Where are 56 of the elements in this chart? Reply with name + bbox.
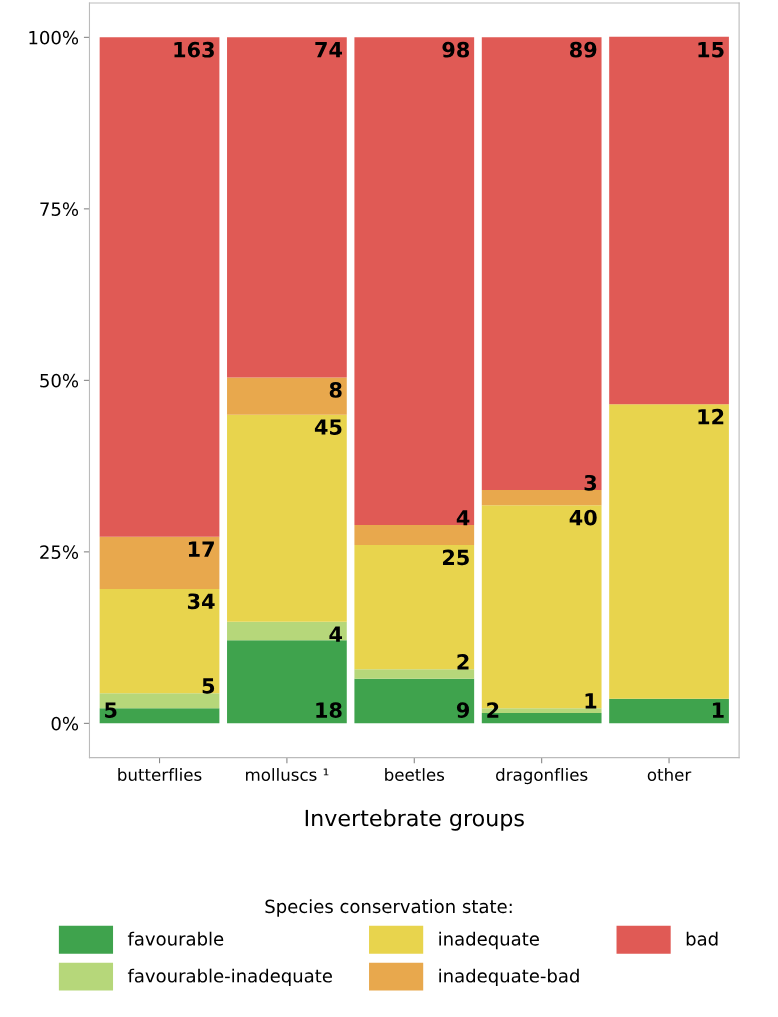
y-tick-label: 25% bbox=[40, 545, 79, 559]
bar bbox=[481, 490, 602, 506]
annotation: 34 bbox=[187, 593, 215, 610]
bar bbox=[227, 640, 347, 724]
annotation: 89 bbox=[569, 41, 597, 58]
annotation: 45 bbox=[314, 419, 342, 435]
annotation: 1 bbox=[712, 702, 724, 718]
annotation: 25 bbox=[442, 549, 469, 566]
annotation: 4 bbox=[456, 510, 470, 526]
bar bbox=[227, 377, 347, 415]
legend-label: bad bbox=[686, 931, 718, 946]
annotation: 15 bbox=[698, 42, 724, 58]
annotation: 98 bbox=[442, 41, 470, 58]
x-tick-label: butterflies bbox=[118, 768, 202, 781]
annotation: 40 bbox=[569, 509, 597, 526]
bar bbox=[609, 404, 729, 699]
x-axis-title: Invertebrate groups bbox=[305, 809, 524, 831]
annotation: 12 bbox=[698, 408, 724, 425]
y-tick-label: 100% bbox=[29, 30, 79, 45]
bar bbox=[99, 37, 220, 537]
annotation: 74 bbox=[315, 42, 342, 58]
x-tick-label: other bbox=[647, 768, 692, 781]
bar bbox=[354, 678, 475, 724]
bar bbox=[609, 36, 729, 405]
y-tick-label: 0% bbox=[51, 716, 79, 731]
bar bbox=[354, 525, 475, 545]
bar bbox=[227, 414, 347, 622]
bar bbox=[354, 545, 475, 670]
bar bbox=[227, 621, 347, 641]
bar bbox=[227, 37, 347, 378]
annotation: 163 bbox=[174, 41, 214, 58]
y-tick-label: 75% bbox=[40, 202, 79, 216]
annotation: 4 bbox=[329, 626, 342, 642]
bar bbox=[99, 536, 220, 589]
annotation: 5 bbox=[202, 678, 215, 694]
bar bbox=[609, 698, 729, 724]
annotation: 8 bbox=[329, 382, 342, 398]
y-tick-label: 50% bbox=[40, 373, 79, 388]
bar bbox=[354, 37, 475, 526]
legend-label: favourable bbox=[127, 931, 224, 946]
bar bbox=[99, 588, 220, 694]
bar bbox=[354, 669, 475, 679]
annotation: 1 bbox=[585, 693, 597, 709]
legend-label: inadequate-bad bbox=[439, 968, 579, 987]
legend-label: inadequate bbox=[439, 931, 539, 950]
x-tick-label: beetles bbox=[385, 768, 445, 781]
annotation: 17 bbox=[188, 541, 214, 557]
legend-title: Species conservation state: bbox=[265, 899, 512, 917]
annotation: 2 bbox=[457, 653, 469, 670]
x-tick-label: molluscs ¹ bbox=[246, 768, 329, 781]
annotation: 9 bbox=[456, 702, 469, 718]
annotation: 3 bbox=[584, 474, 597, 491]
legend-label: favourable-inadequate bbox=[127, 968, 332, 987]
annotation: 18 bbox=[316, 702, 342, 718]
bar bbox=[481, 37, 602, 491]
x-tick-label: dragonflies bbox=[496, 768, 588, 785]
